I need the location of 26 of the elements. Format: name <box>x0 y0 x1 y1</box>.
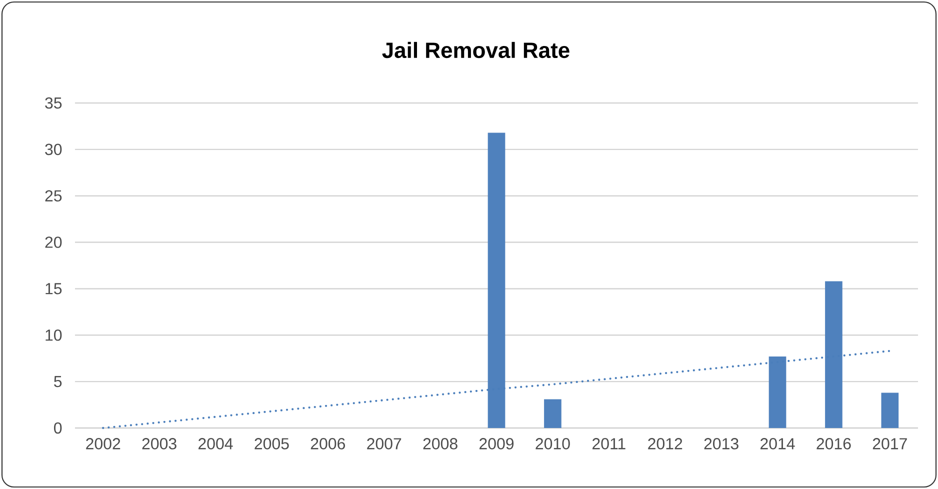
x-tick-label: 2008 <box>423 438 458 450</box>
x-tick-label: 2006 <box>310 438 345 450</box>
y-tick-label: 10 <box>46 329 62 341</box>
x-tick-label: 2009 <box>480 438 514 450</box>
y-tick-label: 15 <box>46 283 62 294</box>
x-tick-label: 2003 <box>142 438 176 450</box>
x-tick-label: 2013 <box>704 438 738 450</box>
chart-title: Jail Removal Rate <box>382 42 570 58</box>
y-tick-label: 25 <box>45 190 62 202</box>
x-tick-label: 2012 <box>648 438 682 450</box>
x-tick-label: 2010 <box>536 438 570 450</box>
x-tick-label: 2017 <box>872 438 907 450</box>
x-tick-label: 2014 <box>760 438 795 450</box>
x-tick-label: 2007 <box>367 438 402 450</box>
x-tick-label: 2002 <box>86 438 120 450</box>
x-tick-label: 2011 <box>592 438 626 450</box>
y-tick-label: 30 <box>45 144 62 156</box>
bar <box>881 392 899 428</box>
y-tick-label: 5 <box>54 376 62 388</box>
y-tick-label: 20 <box>45 236 62 248</box>
bar <box>544 399 562 428</box>
x-tick-label: 2016 <box>816 438 851 450</box>
x-tick-label: 2004 <box>198 438 233 450</box>
y-tick-label: 0 <box>54 422 62 434</box>
y-tick-label: 35 <box>45 97 62 109</box>
x-tick-label: 2005 <box>254 438 289 450</box>
